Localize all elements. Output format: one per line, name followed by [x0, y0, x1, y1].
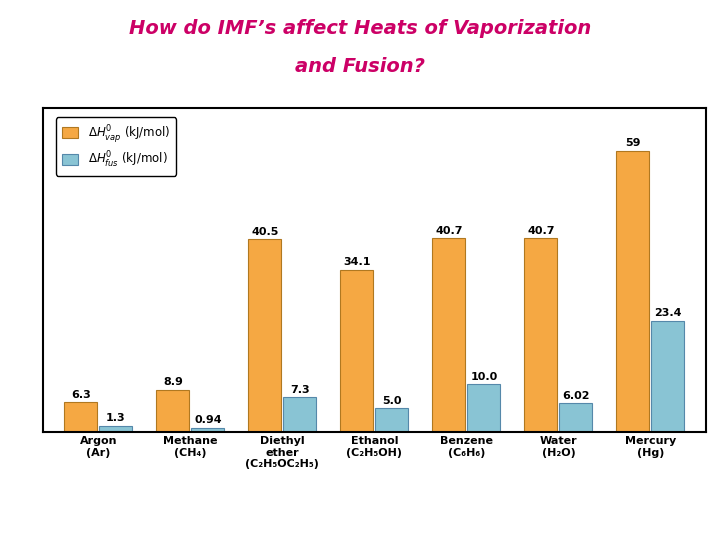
Bar [99, 426, 132, 432]
Bar [248, 239, 282, 432]
Legend: $\Delta H^0_{vap}$ (kJ/mol), $\Delta H^0_{fus}$ (kJ/mol): $\Delta H^0_{vap}$ (kJ/mol), $\Delta H^0… [55, 117, 176, 176]
Bar [467, 384, 500, 432]
Text: 10.0: 10.0 [470, 372, 498, 382]
Text: and Fusion?: and Fusion? [295, 57, 425, 76]
Text: 40.5: 40.5 [251, 227, 279, 237]
Text: 23.4: 23.4 [654, 308, 682, 318]
Bar [341, 269, 374, 432]
Bar [64, 402, 97, 432]
Text: 0.94: 0.94 [194, 415, 222, 425]
Text: How do IMF’s affect Heats of Vaporization: How do IMF’s affect Heats of Vaporizatio… [129, 19, 591, 38]
Text: 1.3: 1.3 [106, 414, 126, 423]
Bar [375, 408, 408, 432]
Bar [652, 321, 685, 432]
Bar [524, 238, 557, 432]
Text: 40.7: 40.7 [435, 226, 463, 235]
Text: 40.7: 40.7 [527, 226, 554, 235]
Text: 6.02: 6.02 [562, 391, 590, 401]
Bar [156, 389, 189, 432]
Text: 6.3: 6.3 [71, 389, 91, 400]
Bar [432, 238, 465, 432]
Text: 5.0: 5.0 [382, 396, 402, 406]
Bar [559, 403, 593, 432]
Text: 34.1: 34.1 [343, 257, 371, 267]
Bar [284, 397, 317, 432]
Text: 7.3: 7.3 [290, 385, 310, 395]
Text: 8.9: 8.9 [163, 377, 183, 387]
Text: 59: 59 [625, 138, 641, 149]
Bar [192, 428, 225, 432]
Bar [616, 151, 649, 432]
